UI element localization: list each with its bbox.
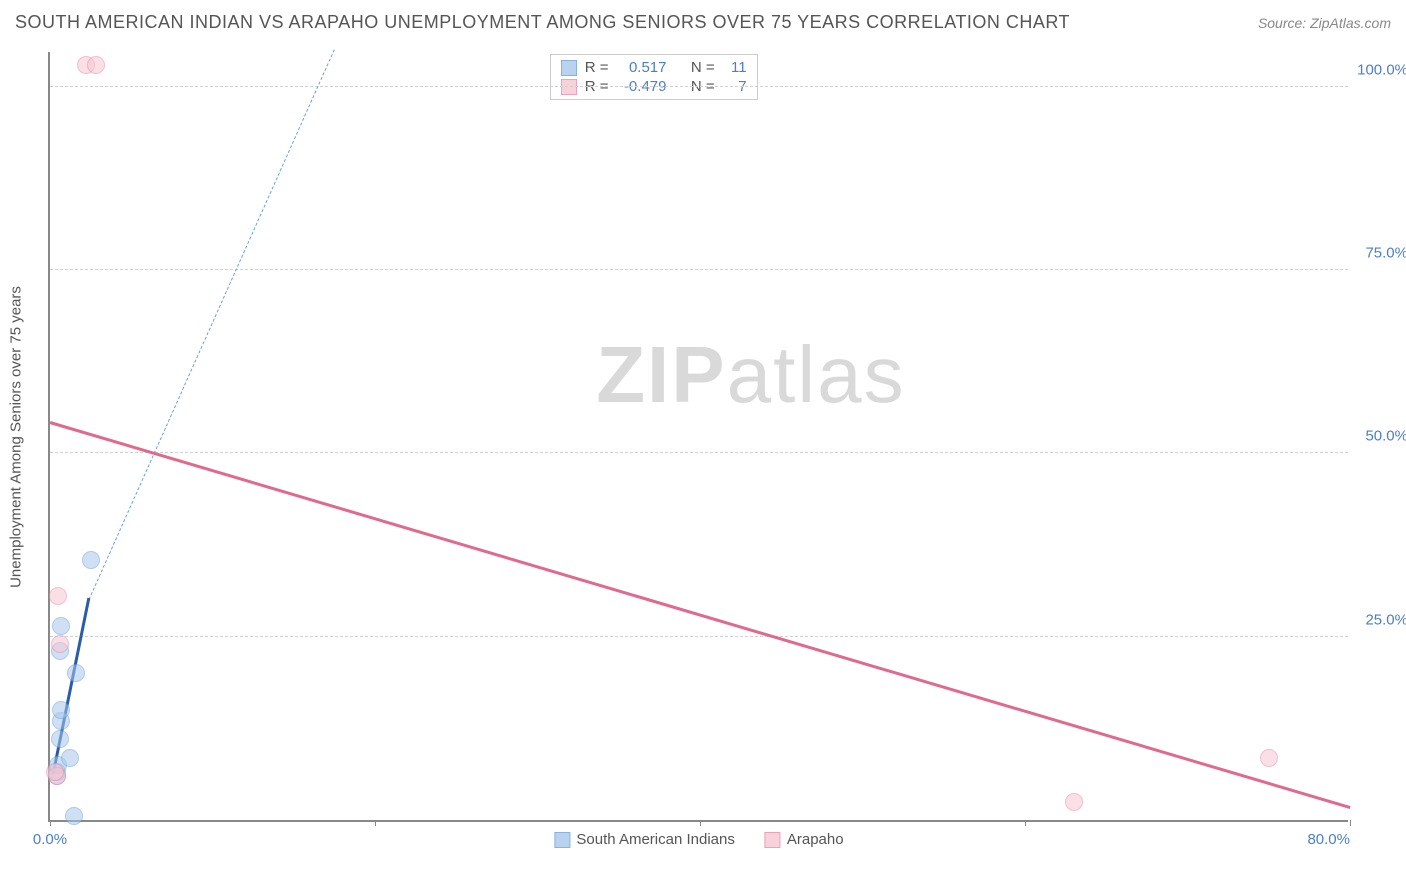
legend-swatch-1	[765, 832, 781, 848]
stat-n-value: 11	[723, 59, 747, 76]
gridline-h	[50, 452, 1348, 453]
data-point-series-0	[52, 701, 70, 719]
stat-n-label: N =	[691, 59, 715, 76]
data-point-series-1	[49, 587, 67, 605]
source-attribution: Source: ZipAtlas.com	[1258, 15, 1391, 31]
data-point-series-1	[87, 56, 105, 74]
legend-item-series-0: South American Indians	[554, 831, 734, 848]
stats-row-series-0: R = 0.517 N = 11	[561, 59, 747, 76]
chart-area: Unemployment Among Seniors over 75 years…	[48, 52, 1348, 822]
x-tick	[50, 820, 51, 826]
legend-item-series-1: Arapaho	[765, 831, 844, 848]
gridline-h	[50, 86, 1348, 87]
x-tick	[375, 820, 376, 826]
plot-region: ZIPatlas R =0.517 N =11R =-0.479 N =7 So…	[48, 52, 1348, 822]
data-point-series-1	[1260, 749, 1278, 767]
trend-line-extrapolation	[89, 49, 335, 599]
x-tick-label: 0.0%	[33, 831, 67, 848]
watermark-light: atlas	[727, 330, 906, 419]
x-tick-label: 80.0%	[1307, 831, 1350, 848]
trend-line	[50, 421, 1351, 809]
legend-label-1: Arapaho	[787, 831, 844, 848]
data-point-series-0	[82, 551, 100, 569]
data-point-series-0	[51, 730, 69, 748]
x-tick	[1025, 820, 1026, 826]
legend-swatch-0	[554, 832, 570, 848]
data-point-series-1	[51, 635, 69, 653]
gridline-h	[50, 269, 1348, 270]
data-point-series-0	[52, 617, 70, 635]
watermark-bold: ZIP	[596, 330, 726, 419]
data-point-series-1	[46, 763, 64, 781]
series-legend: South American Indians Arapaho	[554, 831, 843, 848]
stat-r-value: 0.517	[616, 59, 666, 76]
y-tick-label: 75.0%	[1365, 245, 1406, 262]
watermark: ZIPatlas	[596, 329, 905, 421]
data-point-series-0	[61, 749, 79, 767]
stats-legend: R =0.517 N =11R =-0.479 N =7	[550, 54, 758, 100]
data-point-series-0	[65, 807, 83, 825]
y-axis-label: Unemployment Among Seniors over 75 years	[8, 286, 25, 588]
y-tick-label: 100.0%	[1357, 61, 1406, 78]
chart-title: SOUTH AMERICAN INDIAN VS ARAPAHO UNEMPLO…	[15, 12, 1070, 33]
y-tick-label: 25.0%	[1365, 611, 1406, 628]
legend-label-0: South American Indians	[576, 831, 734, 848]
y-tick-label: 50.0%	[1365, 428, 1406, 445]
stat-r-label: R =	[585, 59, 609, 76]
stats-swatch	[561, 60, 577, 76]
gridline-h	[50, 636, 1348, 637]
data-point-series-1	[1065, 793, 1083, 811]
x-tick	[700, 820, 701, 826]
source-prefix: Source:	[1258, 15, 1310, 31]
source-name: ZipAtlas.com	[1310, 15, 1391, 31]
data-point-series-0	[67, 664, 85, 682]
x-tick	[1350, 820, 1351, 826]
